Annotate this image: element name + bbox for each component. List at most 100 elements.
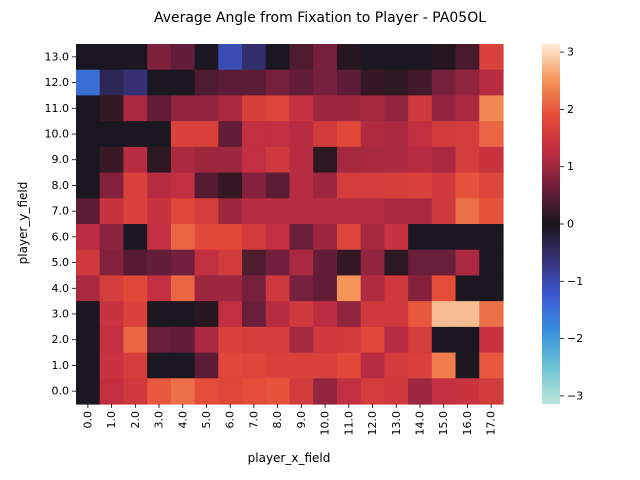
heatmap-cell (360, 121, 385, 148)
heatmap-cell (147, 301, 172, 328)
heatmap-cell (147, 44, 172, 71)
heatmap-cell (194, 224, 219, 251)
x-tick-label: 3.0 (153, 411, 166, 429)
heatmap-cell (289, 95, 314, 122)
heatmap-cell (336, 326, 362, 354)
y-tick-label: 10.0 (45, 128, 70, 141)
y-tick-label: 2.0 (52, 333, 70, 346)
heatmap-cell (265, 95, 291, 122)
heatmap-cell (123, 44, 148, 71)
y-tick-label: 8.0 (52, 179, 70, 192)
heatmap-cell (336, 121, 362, 148)
heatmap-cell (147, 378, 172, 405)
colorbar-tick-label: 3 (567, 46, 574, 59)
heatmap-cell (99, 44, 125, 71)
heatmap-cell (76, 326, 101, 354)
heatmap-cell (99, 326, 125, 354)
y-tick-label: 1.0 (52, 359, 70, 372)
heatmap-cell (313, 121, 338, 148)
heatmap-cell (147, 69, 172, 97)
heatmap-cell (123, 275, 148, 302)
heatmap-cell (76, 301, 101, 328)
heatmap-cell (123, 352, 148, 379)
heatmap-cell (123, 121, 148, 148)
heatmap-cell (408, 198, 433, 225)
heatmap-cell (76, 95, 101, 122)
heatmap-cell (384, 95, 409, 122)
colorbar-tick-label: −3 (567, 389, 583, 402)
heatmap-cell (408, 146, 433, 174)
heatmap-cell (170, 224, 196, 251)
heatmap-cell (479, 224, 504, 251)
heatmap-cell (123, 198, 148, 225)
heatmap-cell (360, 146, 385, 174)
heatmap-cell (123, 146, 148, 174)
heatmap-cell (218, 44, 243, 71)
heatmap-cell (123, 95, 148, 122)
x-tick-label: 12.0 (366, 411, 379, 436)
heatmap-cell (479, 44, 504, 71)
chart-title: Average Angle from Fixation to Player - … (154, 10, 486, 26)
heatmap-cell (455, 146, 480, 174)
heatmap-cell (336, 249, 362, 277)
heatmap-cell (336, 352, 362, 379)
heatmap-cell (360, 352, 385, 379)
x-tick-label: 16.0 (461, 411, 474, 436)
heatmap-cell (313, 146, 338, 174)
heatmap-cell (336, 95, 362, 122)
heatmap-cell (265, 172, 291, 199)
heatmap-cell (194, 352, 219, 379)
heatmap-cell (384, 224, 409, 251)
heatmap-cell (265, 121, 291, 148)
heatmap-cell (455, 172, 480, 199)
heatmap-cell (408, 352, 433, 379)
heatmap-cell (76, 44, 101, 71)
heatmap-cell (147, 275, 172, 302)
heatmap-cell (76, 352, 101, 379)
heatmap-cell (76, 121, 101, 148)
heatmap-cell (99, 146, 125, 174)
heatmap-cell (431, 352, 457, 379)
heatmap-cell (313, 352, 338, 379)
heatmap-cell (99, 378, 125, 405)
heatmap-cell (170, 121, 196, 148)
heatmap-cell (194, 378, 219, 405)
heatmap-cell (313, 275, 338, 302)
heatmap-cell (384, 69, 409, 97)
heatmap-cell (170, 95, 196, 122)
heatmap-cell (242, 95, 267, 122)
heatmap-cell (242, 198, 267, 225)
heatmap-cell (384, 44, 409, 71)
heatmap-cell (408, 44, 433, 71)
heatmap-cell (194, 44, 219, 71)
heatmap-cell (218, 378, 243, 405)
heatmap-cell (218, 172, 243, 199)
heatmap-cell (479, 69, 504, 97)
x-tick-label: 5.0 (200, 411, 213, 429)
heatmap-cell (455, 275, 480, 302)
heatmap-cell (431, 95, 457, 122)
heatmap-cell (242, 172, 267, 199)
heatmap-cell (99, 275, 125, 302)
y-tick-label: 5.0 (52, 256, 70, 269)
heatmap-cell (313, 172, 338, 199)
heatmap-cell (360, 44, 385, 71)
heatmap-cell (242, 146, 267, 174)
heatmap-cell (479, 95, 504, 122)
colorbar-tick-label: 0 (567, 218, 574, 231)
heatmap-cell (218, 224, 243, 251)
heatmap-cell (170, 275, 196, 302)
heatmap-cell (242, 121, 267, 148)
y-tick-label: 3.0 (52, 308, 70, 321)
heatmap-cell (242, 352, 267, 379)
x-tick-label: 1.0 (105, 411, 118, 429)
heatmap-cell (431, 224, 457, 251)
heatmap-cell (265, 275, 291, 302)
heatmap-cell (408, 249, 433, 277)
heatmap-cell (360, 172, 385, 199)
heatmap-cell (431, 146, 457, 174)
heatmap-cell (455, 44, 480, 71)
heatmap-cell (336, 378, 362, 405)
heatmap-cell (289, 172, 314, 199)
heatmap-cell (76, 69, 101, 97)
